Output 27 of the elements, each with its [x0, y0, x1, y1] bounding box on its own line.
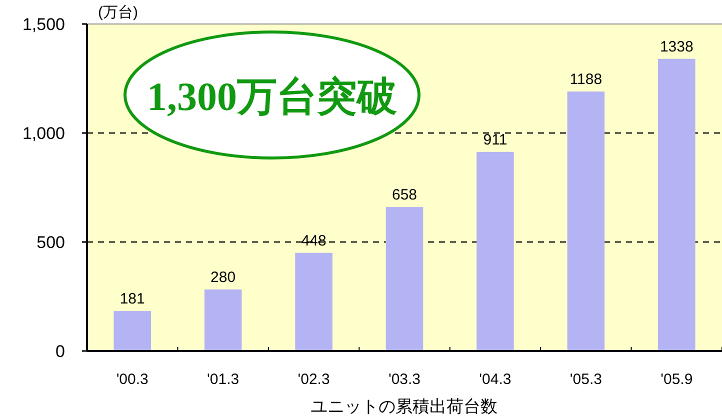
y-tick-label: 0: [56, 342, 65, 361]
y-tick-label: 500: [36, 233, 65, 252]
x-tick-label: '00.3: [116, 371, 148, 388]
x-tick-label: '02.3: [298, 371, 330, 388]
y-axis-title: (万台): [98, 4, 138, 21]
y-tick-label: 1,000: [22, 124, 65, 143]
data-label: 280: [210, 268, 236, 286]
annotation: 1,300万台突破: [147, 74, 397, 119]
y-tick-label: 1,500: [22, 15, 65, 34]
bar: [295, 252, 332, 352]
x-tick-label: '01.3: [207, 371, 240, 388]
x-axis-title: ユニットの累積出荷台数: [310, 397, 498, 416]
bar: [567, 92, 605, 352]
bar: [476, 152, 514, 352]
bar: [204, 289, 242, 352]
data-label: 1338: [660, 38, 694, 56]
x-tick-label: '03.3: [388, 371, 421, 388]
x-tick-label: '04.3: [479, 371, 512, 388]
data-label: 658: [392, 186, 418, 204]
x-tick-label: '05.3: [570, 371, 602, 388]
bar: [114, 311, 151, 352]
data-label: 181: [120, 290, 145, 308]
data-label: 1188: [570, 71, 602, 88]
bar: [386, 207, 424, 352]
data-label: 911: [483, 131, 508, 148]
x-tick-label: '05.9: [660, 371, 693, 388]
bar: [658, 58, 696, 352]
